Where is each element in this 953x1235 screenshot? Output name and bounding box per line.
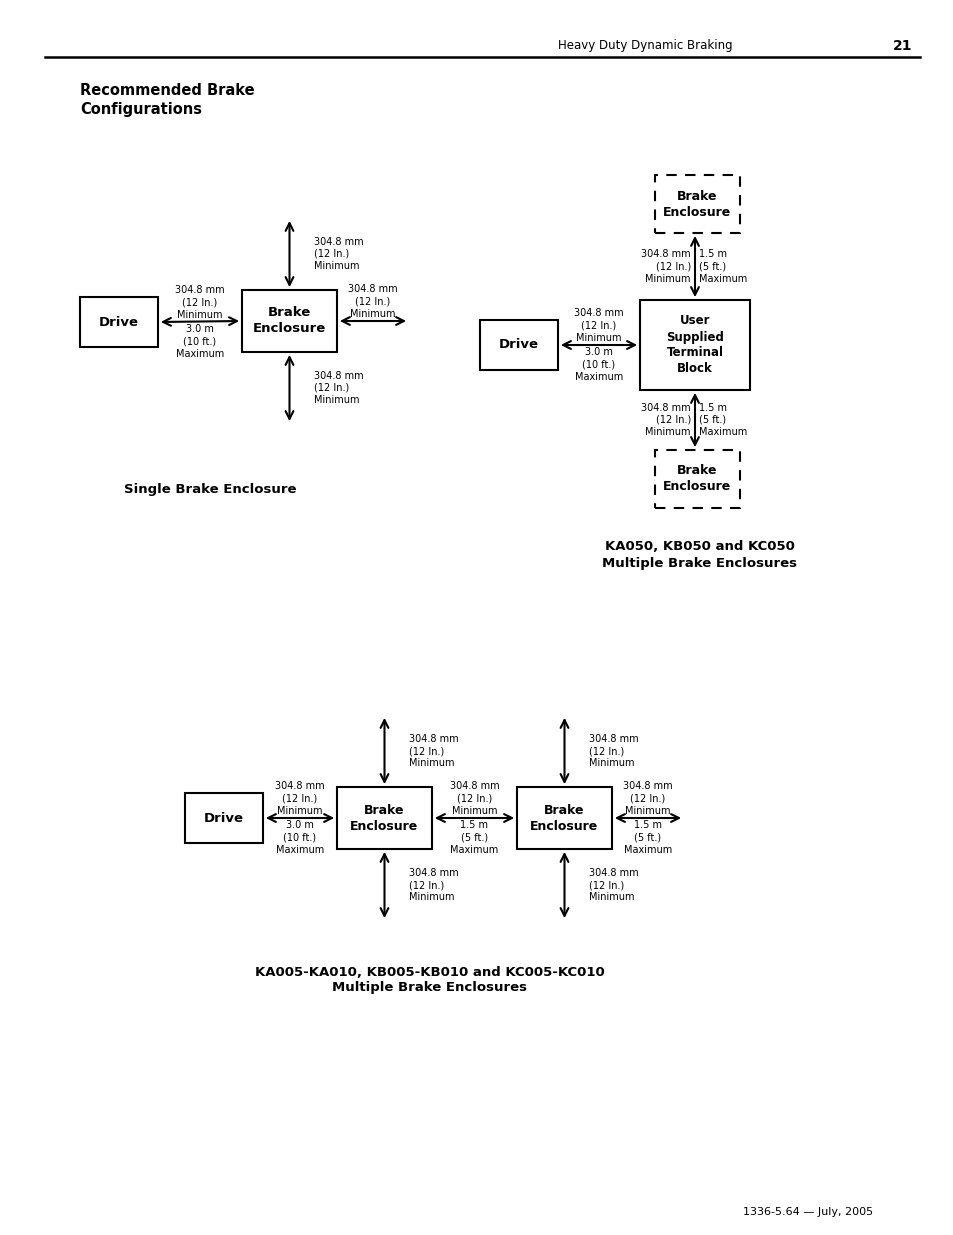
Text: 304.8 mm
(12 In.)
Minimum: 304.8 mm (12 In.) Minimum bbox=[574, 309, 623, 343]
Text: Brake
Enclosure: Brake Enclosure bbox=[530, 804, 598, 832]
Text: 3.0 m
(10 ft.)
Maximum: 3.0 m (10 ft.) Maximum bbox=[275, 820, 324, 855]
Text: 304.8 mm
(12 In.)
Minimum: 304.8 mm (12 In.) Minimum bbox=[314, 370, 364, 405]
Text: 304.8 mm
(12 In.)
Minimum: 304.8 mm (12 In.) Minimum bbox=[274, 782, 324, 816]
Text: 21: 21 bbox=[892, 40, 912, 53]
Text: 3.0 m
(10 ft.)
Maximum: 3.0 m (10 ft.) Maximum bbox=[175, 324, 224, 359]
Bar bbox=[336, 787, 432, 848]
Bar bbox=[639, 300, 749, 390]
Text: 304.8 mm
(12 In.)
Minimum: 304.8 mm (12 In.) Minimum bbox=[348, 284, 397, 319]
Text: Brake
Enclosure: Brake Enclosure bbox=[662, 464, 731, 494]
Text: 1.5 m
(5 ft.)
Maximum: 1.5 m (5 ft.) Maximum bbox=[623, 820, 672, 855]
Text: 304.8 mm
(12 In.)
Minimum: 304.8 mm (12 In.) Minimum bbox=[589, 868, 639, 903]
Text: Brake
Enclosure: Brake Enclosure bbox=[662, 189, 731, 219]
Bar bbox=[242, 290, 336, 352]
Text: KA050, KB050 and KC050
Multiple Brake Enclosures: KA050, KB050 and KC050 Multiple Brake En… bbox=[602, 541, 797, 569]
Bar bbox=[517, 787, 612, 848]
Text: Single Brake Enclosure: Single Brake Enclosure bbox=[124, 483, 296, 496]
Text: 1.5 m
(5 ft.)
Maximum: 1.5 m (5 ft.) Maximum bbox=[450, 820, 498, 855]
Text: User
Supplied
Terminal
Block: User Supplied Terminal Block bbox=[665, 315, 723, 375]
Text: Brake
Enclosure: Brake Enclosure bbox=[253, 306, 326, 336]
Text: Drive: Drive bbox=[498, 338, 538, 352]
Text: 304.8 mm
(12 In.)
Minimum: 304.8 mm (12 In.) Minimum bbox=[640, 249, 690, 284]
Bar bbox=[479, 320, 558, 370]
Text: Recommended Brake
Configurations: Recommended Brake Configurations bbox=[80, 83, 254, 116]
Text: Heavy Duty Dynamic Braking: Heavy Duty Dynamic Braking bbox=[558, 40, 732, 53]
Bar bbox=[80, 296, 158, 347]
Text: 3.0 m
(10 ft.)
Maximum: 3.0 m (10 ft.) Maximum bbox=[575, 347, 622, 382]
Text: 304.8 mm
(12 In.)
Minimum: 304.8 mm (12 In.) Minimum bbox=[409, 734, 458, 768]
Text: 304.8 mm
(12 In.)
Minimum: 304.8 mm (12 In.) Minimum bbox=[409, 868, 458, 903]
Text: 1.5 m
(5 ft.)
Maximum: 1.5 m (5 ft.) Maximum bbox=[699, 403, 746, 437]
Text: 304.8 mm
(12 In.)
Minimum: 304.8 mm (12 In.) Minimum bbox=[622, 782, 672, 816]
Text: 304.8 mm
(12 In.)
Minimum: 304.8 mm (12 In.) Minimum bbox=[589, 734, 639, 768]
Bar bbox=[185, 793, 263, 844]
Text: Drive: Drive bbox=[99, 315, 139, 329]
Text: 1336-5.64 — July, 2005: 1336-5.64 — July, 2005 bbox=[742, 1207, 872, 1216]
Bar bbox=[655, 450, 740, 508]
Text: 304.8 mm
(12 In.)
Minimum: 304.8 mm (12 In.) Minimum bbox=[314, 237, 364, 272]
Text: 304.8 mm
(12 In.)
Minimum: 304.8 mm (12 In.) Minimum bbox=[640, 403, 690, 437]
Text: 304.8 mm
(12 In.)
Minimum: 304.8 mm (12 In.) Minimum bbox=[449, 782, 498, 816]
Text: Brake
Enclosure: Brake Enclosure bbox=[350, 804, 418, 832]
Text: KA005-KA010, KB005-KB010 and KC005-KC010
Multiple Brake Enclosures: KA005-KA010, KB005-KB010 and KC005-KC010… bbox=[254, 966, 604, 994]
Text: 304.8 mm
(12 In.)
Minimum: 304.8 mm (12 In.) Minimum bbox=[175, 285, 225, 320]
Text: Drive: Drive bbox=[204, 811, 244, 825]
Text: 1.5 m
(5 ft.)
Maximum: 1.5 m (5 ft.) Maximum bbox=[699, 249, 746, 284]
Bar bbox=[655, 175, 740, 233]
